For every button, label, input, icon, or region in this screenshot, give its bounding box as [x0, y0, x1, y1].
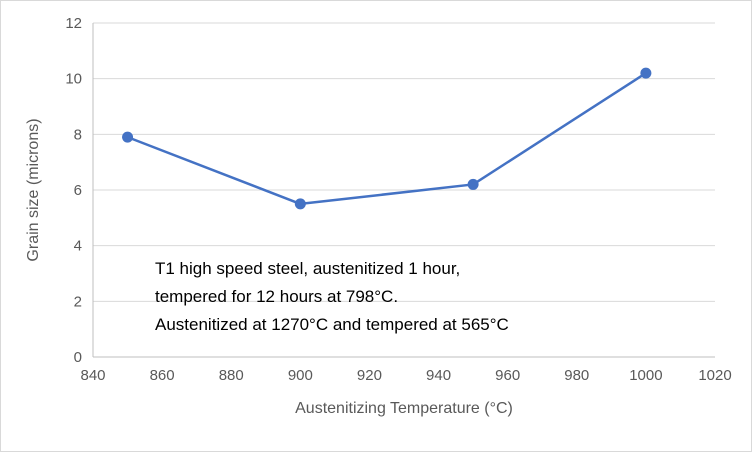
x-tick-label: 900 — [288, 367, 313, 384]
data-point — [467, 178, 479, 190]
data-point — [294, 198, 306, 210]
x-tick-label: 880 — [219, 367, 244, 384]
annotation-line-1: T1 high speed steel, austenitized 1 hour… — [155, 259, 461, 278]
y-axis-title: Grain size (microns) — [25, 118, 42, 262]
y-tick-label: 12 — [65, 15, 82, 32]
data-point — [122, 131, 134, 143]
y-tick-label: 4 — [74, 238, 82, 255]
annotation-line-2: tempered for 12 hours at 798°C. — [155, 287, 399, 306]
x-tick-label: 840 — [80, 367, 105, 384]
x-tick-label: 960 — [495, 367, 520, 384]
x-axis-title: Austenitizing Temperature (°C) — [295, 400, 513, 417]
y-tick-label: 8 — [74, 126, 82, 143]
x-tick-label: 860 — [150, 367, 175, 384]
series-line — [127, 72, 647, 206]
y-tick-label: 0 — [74, 349, 82, 366]
y-tick-label: 2 — [74, 293, 82, 310]
data-point — [640, 67, 652, 79]
annotation-line-3: Austenitized at 1270°C and tempered at 5… — [155, 315, 509, 334]
x-tick-label: 1020 — [698, 367, 731, 384]
x-tick-label: 1000 — [629, 367, 662, 384]
x-tick-label: 980 — [564, 367, 589, 384]
y-tick-label: 10 — [65, 71, 82, 88]
chart-annotation: T1 high speed steel, austenitized 1 hour… — [155, 255, 509, 339]
y-tick-label: 6 — [74, 182, 82, 199]
x-tick-label: 920 — [357, 367, 382, 384]
x-tick-label: 940 — [426, 367, 451, 384]
